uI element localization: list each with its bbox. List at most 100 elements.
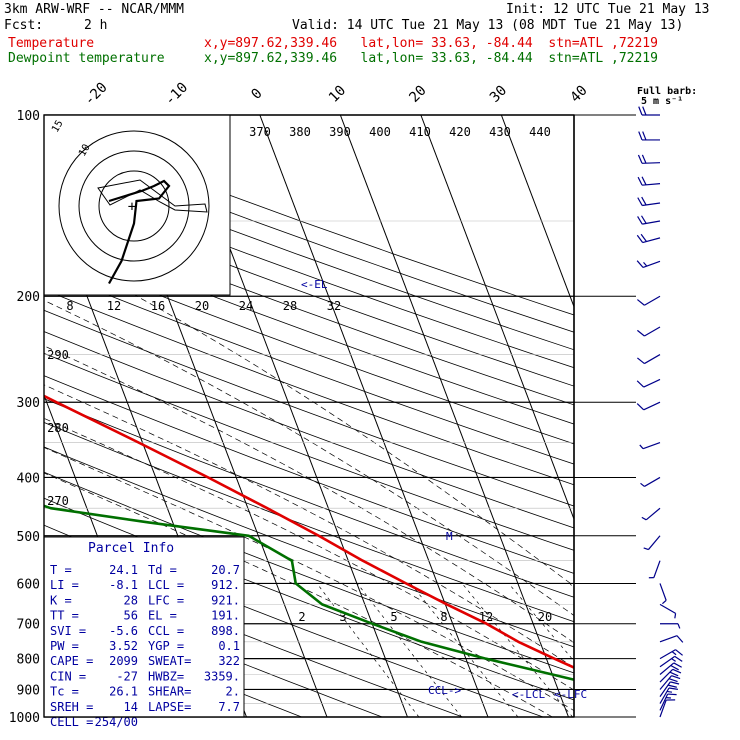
lfc-label: <-LFC — [554, 688, 587, 701]
forecast-hour: 2 h — [84, 18, 108, 33]
wind-barb-half-flag — [639, 444, 644, 450]
theta-label: 290 — [47, 348, 69, 362]
wind-barb-staff — [659, 603, 676, 614]
wind-barb-flag — [637, 216, 643, 225]
parcel-label: LAPSE= — [148, 700, 191, 714]
wind-barb-flag — [636, 403, 645, 411]
parcel-label: SHEAR= — [148, 685, 191, 699]
wind-barb-flag — [670, 681, 680, 685]
el-label: <-EL — [301, 278, 328, 291]
wind-barb-flag — [636, 234, 644, 243]
hodograph-speed-label: 32 — [327, 299, 341, 313]
wind-barb-staff — [659, 675, 673, 690]
dry-adiabat — [44, 230, 574, 425]
wind-barb-staff — [644, 354, 661, 365]
mixing-ratio-line — [316, 583, 420, 717]
wind-barb-flag — [640, 215, 647, 224]
wind-barb-flag — [636, 380, 645, 388]
moist-adiabat — [44, 447, 574, 712]
parcel-value: 191. — [211, 609, 240, 623]
theta-e-label: 410 — [409, 125, 431, 139]
parcel-label: LFC = — [148, 593, 184, 607]
pressure-tick-label: 600 — [17, 577, 40, 592]
mixing-ratio-label: 3 — [339, 610, 346, 624]
hodograph-speed-label: 8 — [66, 299, 73, 313]
parcel-value: 322 — [218, 654, 240, 668]
hodograph-speed-label: 20 — [195, 299, 209, 313]
parcel-value: 898. — [211, 624, 240, 638]
wind-barb-staff — [659, 668, 674, 683]
parcel-value: 254/00 — [95, 715, 138, 729]
parcel-label: CELL = — [50, 715, 93, 729]
parcel-value: -27 — [116, 669, 138, 683]
isotherm — [339, 115, 569, 717]
parcel-label: LCL = — [148, 578, 184, 592]
parcel-title: Parcel Info — [88, 541, 174, 556]
hodograph-ring — [98, 170, 170, 242]
isotherm — [259, 115, 489, 717]
parcel-label: SREH = — [50, 700, 93, 714]
dry-adiabat — [44, 421, 574, 623]
wind-barb-staff — [659, 699, 667, 718]
wind-barb-staff — [644, 476, 661, 487]
theta-e-label: 400 — [369, 125, 391, 139]
hodograph-storm-outline — [97, 179, 208, 213]
mixing-ratio-label: 2 — [298, 610, 305, 624]
mixing-ratio-label: 5 — [390, 610, 397, 624]
hodograph-center-mark: + — [128, 199, 136, 215]
isotherm — [420, 115, 574, 521]
moist-adiabat — [44, 472, 553, 717]
wind-barb-staff — [659, 649, 676, 660]
wind-barb-staff — [659, 687, 670, 704]
wind-barb-flag — [642, 106, 647, 116]
parcel-label: K = — [50, 593, 72, 607]
isotherm — [0, 115, 5, 717]
parcel-label: YGP = — [148, 639, 184, 653]
init-time: Init: 12 UTC Tue 21 May 13 — [506, 2, 710, 17]
pressure-tick-label: 900 — [17, 683, 40, 698]
wind-barb-flag — [637, 197, 643, 206]
parcel-label: LI = — [50, 578, 79, 592]
parcel-value: 28 — [124, 593, 138, 607]
wind-barb-staff — [643, 378, 661, 388]
parcel-value: -8.1 — [109, 578, 138, 592]
dewpoint-series-label: Dewpoint temperature — [8, 51, 165, 66]
dry-adiabat — [44, 352, 574, 551]
mixing-ratio-line — [461, 583, 573, 717]
mixing-ratio-line — [569, 583, 574, 589]
temperature-series-info: x,y=897.62,339.46 lat,lon= 33.63, -84.44… — [204, 36, 658, 51]
wind-barb-staff — [659, 655, 676, 668]
wind-barb-half-flag — [677, 623, 681, 629]
wind-barb-flag — [668, 678, 678, 683]
hodograph: +15 10 — [43, 114, 231, 296]
wind-barb-half-flag — [643, 547, 649, 551]
wind-barb-flag — [672, 668, 682, 674]
theta-e-label: 380 — [289, 125, 311, 139]
wind-barb-flag — [641, 154, 647, 164]
parcel-value: 14 — [124, 700, 138, 714]
wind-barb-staff — [642, 237, 661, 244]
wind-barb-half-flag — [671, 651, 677, 656]
wind-barb-half-flag — [643, 261, 648, 267]
wind-barb-half-flag — [666, 690, 673, 693]
hodograph-speed-label: 12 — [107, 299, 121, 313]
freezing-marker: M — [446, 530, 453, 543]
isotherm — [582, 115, 740, 717]
theta-e-label: 390 — [329, 125, 351, 139]
dry-adiabat — [44, 289, 574, 486]
parcel-label: HWBZ= — [148, 669, 184, 683]
parcel-value: 3.52 — [109, 639, 138, 653]
hodograph-speed-label: 28 — [283, 299, 297, 313]
wind-barb-flag — [668, 687, 678, 690]
valid-time: Valid: 14 UTC Tue 21 May 13 (08 MDT Tue … — [292, 18, 684, 33]
wind-barb-staff — [642, 260, 661, 269]
temperature-tick-label: 10 — [326, 83, 349, 106]
mixing-ratio-label: 8 — [440, 610, 447, 624]
dry-adiabat — [44, 309, 574, 507]
parcel-value: 20.7 — [211, 563, 240, 577]
ccl-label: CCL-> — [428, 684, 461, 697]
wind-barb-flag — [673, 662, 682, 668]
wind-barb-flag — [674, 655, 683, 662]
mixing-ratio-line — [357, 583, 462, 717]
